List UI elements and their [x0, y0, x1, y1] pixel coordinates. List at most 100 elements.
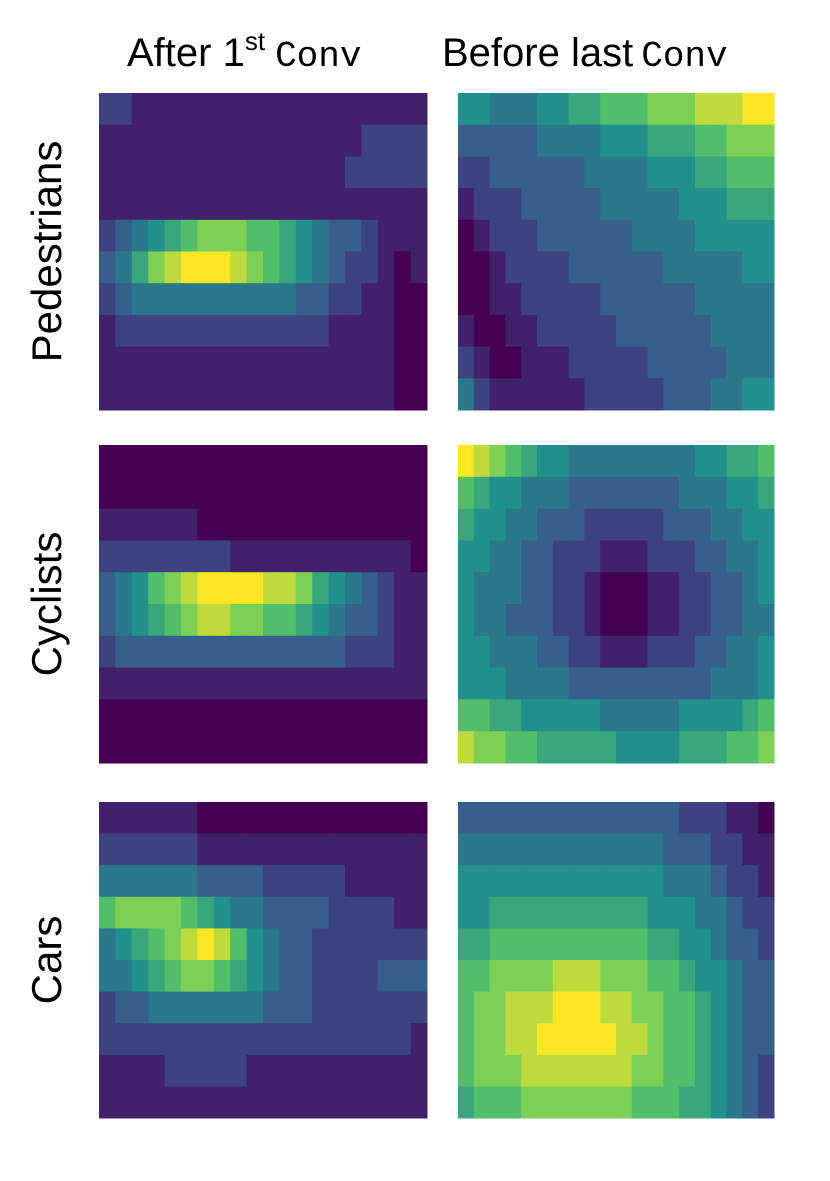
heatmap-cell — [726, 93, 743, 126]
heatmap-cell — [328, 445, 346, 478]
heatmap-cell — [742, 667, 759, 700]
heatmap-cell — [489, 476, 506, 510]
heatmap-cell — [131, 635, 149, 669]
heatmap-cell — [473, 378, 491, 411]
heatmap-cell — [131, 251, 149, 284]
heatmap-cell — [568, 445, 585, 478]
heatmap-cell — [230, 219, 248, 252]
heatmap-cell — [246, 1086, 264, 1119]
heatmap-cell — [679, 667, 696, 700]
heatmap-cell — [616, 93, 633, 126]
heatmap-cell — [616, 731, 633, 764]
heatmap-cell — [758, 667, 775, 700]
heatmap-cell — [726, 865, 743, 898]
heatmap-cell — [458, 802, 475, 835]
heatmap-cell — [263, 960, 280, 993]
heatmap-cell — [758, 156, 775, 189]
heatmap-cell — [148, 156, 166, 189]
heatmap-cell — [263, 251, 280, 284]
heatmap-cell — [345, 865, 362, 898]
heatmap-cell — [213, 445, 231, 478]
heatmap-cell — [328, 731, 346, 764]
heatmap-cell — [213, 188, 231, 221]
heatmap-cell — [148, 251, 166, 284]
heatmap-cell — [647, 960, 664, 993]
heatmap-cell — [213, 283, 231, 316]
heatmap-cell — [600, 865, 617, 898]
heatmap-cell — [394, 865, 412, 898]
heatmap-cell — [410, 1086, 428, 1119]
heatmap-cell — [537, 314, 554, 348]
heatmap-cell — [131, 960, 149, 993]
heatmap-cell — [758, 314, 775, 348]
title-text: Before last — [442, 31, 633, 75]
heatmap-cell — [631, 731, 649, 764]
heatmap-cell — [473, 1086, 491, 1119]
heatmap-cell — [181, 604, 198, 637]
heatmap-cell — [377, 346, 395, 379]
heatmap-cell — [568, 1023, 585, 1056]
heatmap-cell — [246, 896, 264, 929]
heatmap-cell — [312, 219, 330, 252]
heatmap-cell — [230, 896, 248, 929]
heatmap-cell — [552, 508, 570, 541]
heatmap-cell — [489, 219, 506, 252]
heatmap-cell — [377, 635, 395, 669]
heatmap-cell — [213, 540, 231, 573]
heatmap-cell — [361, 93, 379, 126]
heatmap-cell — [647, 928, 664, 961]
heatmap-cell — [197, 508, 215, 541]
heatmap-cell — [679, 251, 696, 284]
heatmap-cell — [328, 699, 346, 732]
heatmap-cell — [345, 540, 362, 573]
heatmap-cell — [99, 802, 116, 835]
heatmap-cell — [279, 508, 297, 541]
heatmap-cell — [295, 445, 313, 478]
heatmap-cell — [758, 802, 775, 835]
heatmap-cell — [521, 960, 538, 993]
heatmap-cell — [710, 604, 728, 637]
heatmap-cell — [679, 314, 696, 348]
heatmap-cell — [213, 124, 231, 157]
heatmap-cell — [521, 833, 538, 866]
heatmap-cell — [552, 283, 570, 316]
heatmap-cell — [181, 476, 198, 510]
heatmap-cell — [647, 378, 664, 411]
heatmap-cell — [489, 928, 506, 961]
heatmap-cell — [458, 833, 475, 866]
heatmap-cell — [164, 1054, 182, 1087]
heatmap-cell — [726, 604, 743, 637]
heatmap-cell — [181, 960, 198, 993]
heatmap-cell — [361, 445, 379, 478]
heatmap-cell — [197, 731, 215, 764]
heatmap-cell — [131, 445, 149, 478]
heatmap-cell — [181, 928, 198, 961]
heatmap-cell — [394, 476, 412, 510]
heatmap-cell — [394, 928, 412, 961]
heatmap-cell — [279, 1086, 297, 1119]
heatmap-cell — [458, 346, 475, 379]
heatmap-cell — [726, 802, 743, 835]
heatmap-cell — [695, 378, 712, 411]
heatmap-cell — [631, 93, 649, 126]
heatmap-cell — [616, 1086, 633, 1119]
heatmap-cell — [458, 572, 475, 605]
heatmap-cell — [263, 445, 280, 478]
heatmap-cell — [663, 833, 680, 866]
heatmap-cell — [758, 1023, 775, 1056]
heatmap-cell — [197, 476, 215, 510]
heatmap-cell — [742, 865, 759, 898]
heatmap-cell — [131, 124, 149, 157]
heatmap-cell — [631, 346, 649, 379]
heatmap-cell — [584, 635, 601, 669]
heatmap-cell — [263, 219, 280, 252]
heatmap-cell — [345, 283, 362, 316]
heatmap-cell — [584, 124, 601, 157]
heatmap-cell — [131, 1086, 149, 1119]
heatmap-cell — [458, 731, 475, 764]
heatmap-cell — [758, 865, 775, 898]
heatmap-cell — [758, 991, 775, 1024]
heatmap-cell — [568, 283, 585, 316]
heatmap-cell — [328, 314, 346, 348]
heatmap-cell — [473, 188, 491, 221]
